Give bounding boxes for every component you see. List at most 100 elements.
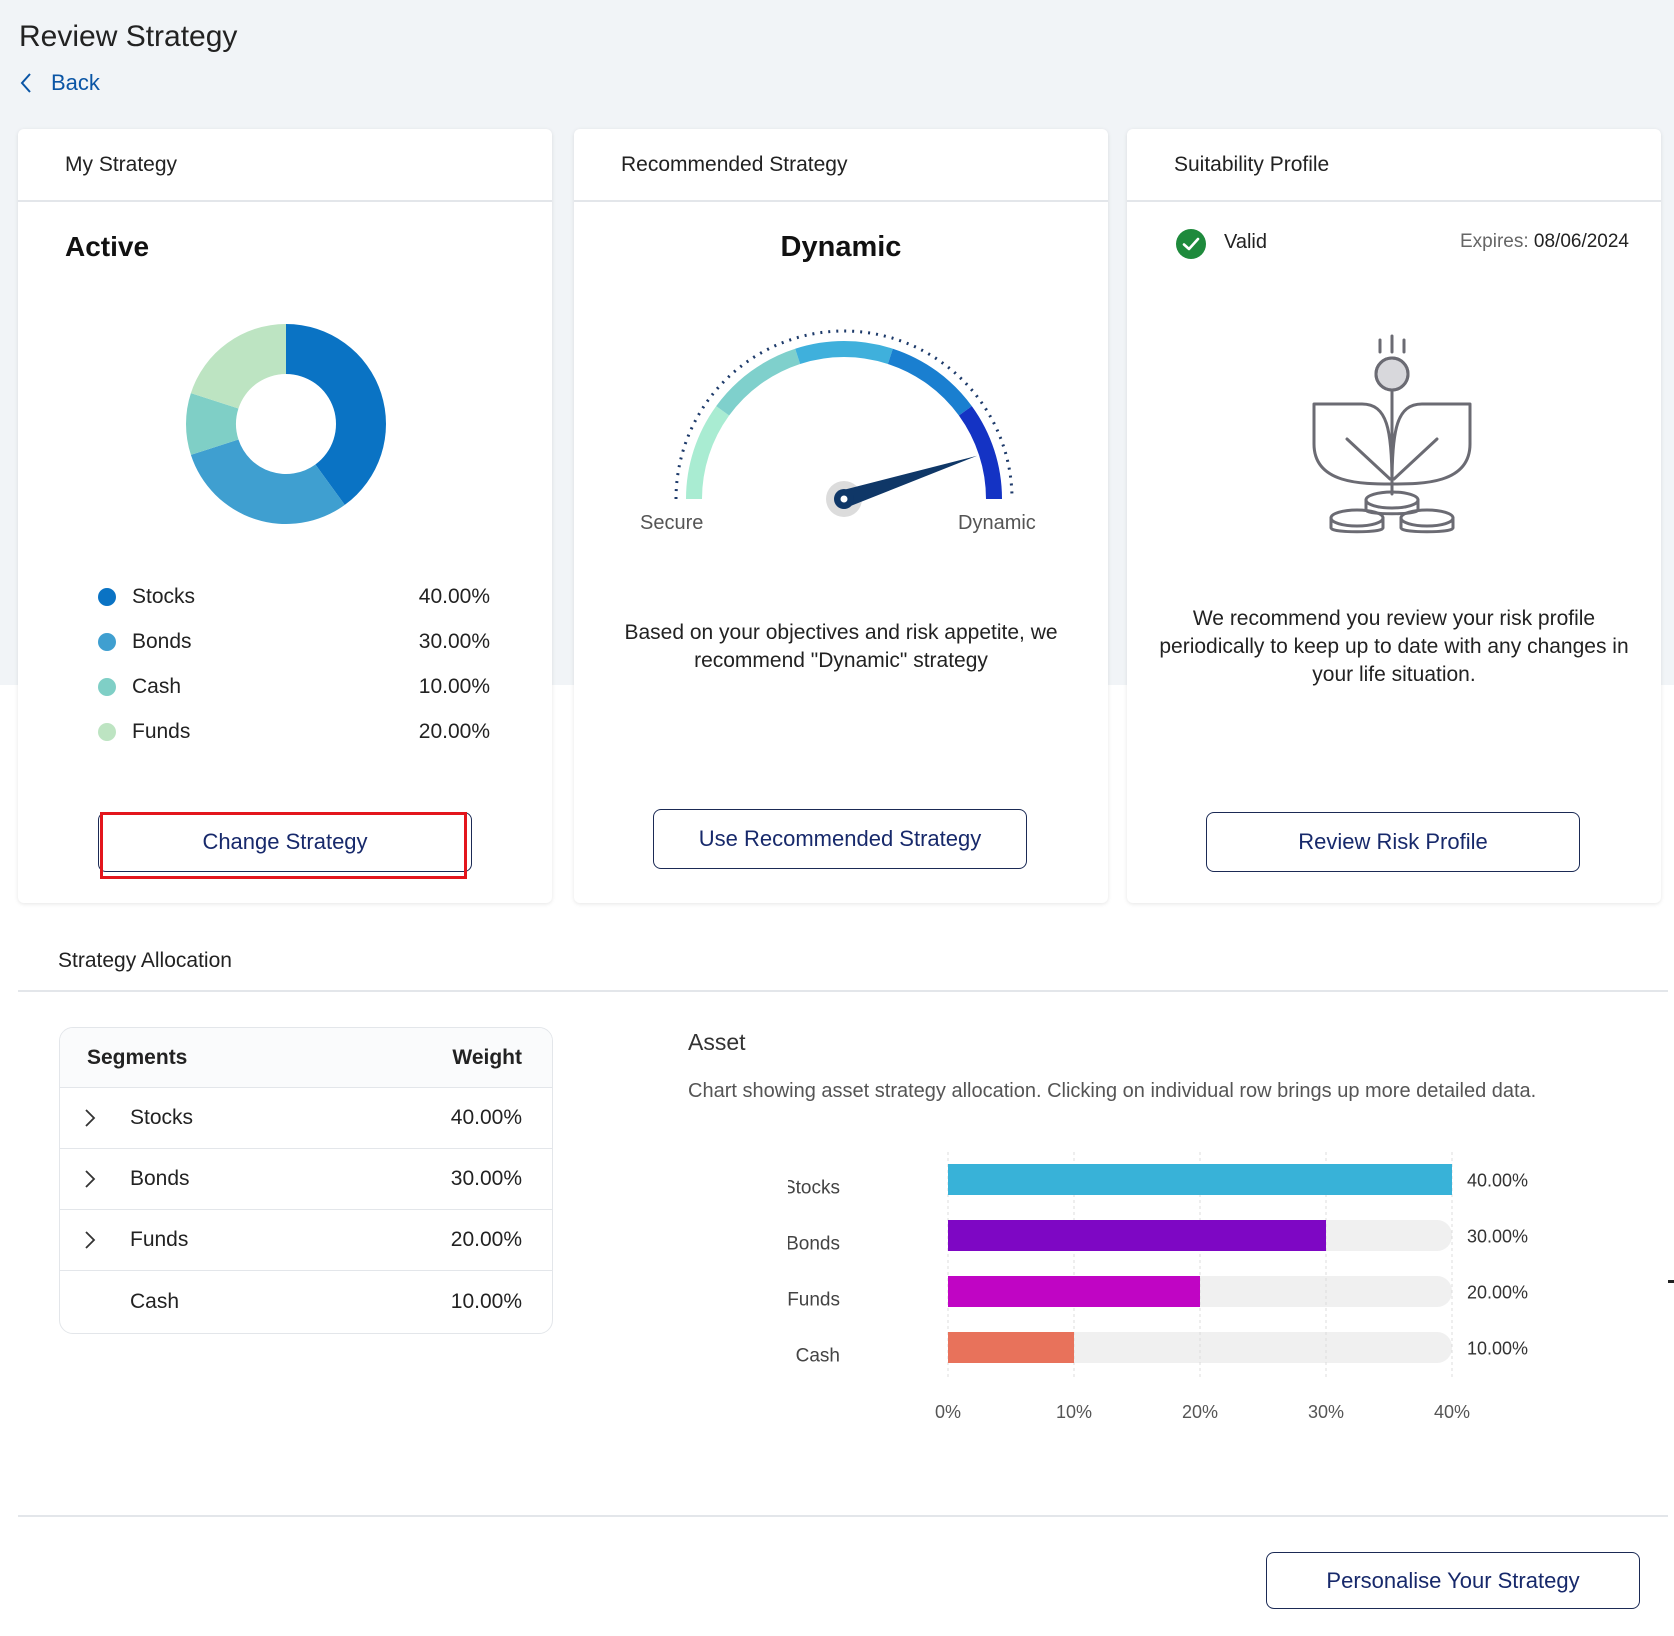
weight-column-header: Weight	[452, 1045, 522, 1069]
change-strategy-button[interactable]: Change Strategy	[98, 812, 472, 872]
segment-weight: 40.00%	[450, 1106, 522, 1129]
legend-dot	[98, 632, 116, 651]
personalise-strategy-button[interactable]: Personalise Your Strategy	[1266, 1552, 1640, 1609]
x-tick-label: 0%	[935, 1402, 961, 1422]
donut-slice-cash	[186, 393, 239, 455]
recommended-strategy-card: Recommended Strategy Dynamic Secure Dyna…	[574, 129, 1108, 903]
donut-slice-funds	[190, 324, 286, 409]
recommended-strategy-name: Dynamic	[780, 231, 902, 263]
segment-name: Stocks	[130, 1106, 194, 1129]
gauge-segment-2	[716, 348, 801, 416]
category-label: Cash	[796, 1346, 840, 1367]
segment-weight: 10.00%	[450, 1289, 522, 1313]
expiry-info: Expires: 08/06/2024	[1460, 231, 1629, 253]
x-tick-label: 20%	[1182, 1402, 1218, 1422]
bar-cash[interactable]	[948, 1332, 1074, 1363]
use-recommended-strategy-button[interactable]: Use Recommended Strategy	[653, 809, 1027, 869]
profile-status: Valid	[1224, 231, 1267, 253]
gauge-needle	[841, 455, 978, 508]
gauge-min-label: Secure	[640, 512, 704, 534]
legend-dot	[98, 677, 116, 696]
segments-table: Segments Weight Stocks 40.00% Bonds 30.0…	[59, 1027, 553, 1334]
legend-name: Funds	[132, 719, 191, 743]
table-header: Segments Weight	[60, 1028, 552, 1088]
my-strategy-header: My Strategy	[18, 129, 552, 202]
legend-value: 10.00%	[418, 674, 490, 698]
gauge-dotted-arc	[674, 329, 1014, 500]
legend-name: Bonds	[132, 629, 192, 653]
scroll-edge-mark	[1668, 1280, 1674, 1283]
strategy-status: Active	[65, 231, 150, 262]
legend-name: Stocks	[132, 584, 196, 608]
back-label: Back	[51, 70, 100, 95]
legend-dot	[98, 587, 116, 606]
table-row[interactable]: Funds 20.00%	[60, 1210, 552, 1271]
strategy-allocation-section: Strategy Allocation Segments Weight Stoc…	[18, 932, 1668, 1522]
chevron-right-icon[interactable]	[84, 1108, 110, 1128]
table-row: Cash 10.00%	[60, 1271, 552, 1332]
chevron-right-icon[interactable]	[84, 1230, 110, 1250]
value-label: 20.00%	[1467, 1283, 1528, 1303]
page-title: Review Strategy	[19, 20, 238, 53]
risk-gauge	[674, 329, 1014, 517]
gauge-needle-dot	[840, 495, 848, 503]
segments-column-header: Segments	[87, 1045, 188, 1069]
value-label: 10.00%	[1467, 1339, 1528, 1359]
gauge-segment-3	[795, 341, 893, 364]
suitability-text: We recommend you review your risk profil…	[1159, 607, 1629, 686]
bottom-divider	[18, 1515, 1668, 1517]
recommended-strategy-header: Recommended Strategy	[574, 129, 1108, 202]
donut-slice-bonds	[190, 439, 345, 524]
segment-weight: 20.00%	[450, 1228, 522, 1251]
my-strategy-card: My Strategy Active Stocks 40.00% Bonds 3…	[18, 129, 552, 903]
review-risk-profile-button[interactable]: Review Risk Profile	[1206, 812, 1580, 872]
value-label: 30.00%	[1467, 1227, 1528, 1247]
legend-value: 30.00%	[418, 629, 490, 653]
chevron-placeholder	[84, 1292, 110, 1312]
value-label: 40.00%	[1467, 1171, 1528, 1191]
bar-bonds[interactable]	[948, 1220, 1326, 1251]
gauge-segment-1	[686, 406, 730, 500]
table-row[interactable]: Stocks 40.00%	[60, 1088, 552, 1149]
bar-stocks[interactable]	[948, 1164, 1452, 1195]
legend-item: Bonds 30.00%	[98, 619, 490, 664]
table-row[interactable]: Bonds 30.00%	[60, 1149, 552, 1210]
asset-chart-title: Asset	[688, 1029, 746, 1055]
segment-weight: 30.00%	[450, 1167, 522, 1190]
segment-name: Bonds	[130, 1167, 190, 1190]
segment-name: Cash	[130, 1289, 180, 1313]
suitability-profile-card: Suitability Profile Valid Expires: 08/06…	[1127, 129, 1661, 903]
expires-date: 08/06/2024	[1533, 231, 1629, 252]
legend-item: Funds 20.00%	[98, 709, 490, 754]
back-link[interactable]: Back	[17, 70, 100, 96]
category-label: Stocks	[788, 1178, 840, 1199]
gauge-segment-5	[958, 406, 1002, 500]
expires-label: Expires:	[1459, 231, 1529, 252]
category-label: Bonds	[788, 1234, 840, 1255]
strategy-allocation-header: Strategy Allocation	[18, 932, 1668, 992]
legend-name: Cash	[132, 674, 182, 698]
gauge-segment-4	[887, 348, 972, 416]
donut-slice-stocks	[286, 324, 386, 505]
suitability-profile-header: Suitability Profile	[1127, 129, 1661, 202]
x-tick-label: 30%	[1308, 1402, 1344, 1422]
asset-chart-description: Chart showing asset strategy allocation.…	[688, 1080, 1537, 1102]
segment-name: Funds	[130, 1228, 189, 1251]
legend-item: Stocks 40.00%	[98, 574, 490, 619]
donut-legend: Stocks 40.00% Bonds 30.00% Cash 10.00% F…	[98, 574, 490, 754]
x-tick-label: 10%	[1056, 1402, 1092, 1422]
allocation-donut-chart	[186, 324, 386, 524]
chevron-right-icon[interactable]	[84, 1169, 110, 1189]
category-label: Funds	[788, 1290, 840, 1311]
gauge-max-label: Dynamic	[958, 512, 1036, 534]
asset-bar-chart[interactable]: 0% 10% 20% 30% 40% Stocks 40.00% Bonds 30.00% Fun…	[788, 1152, 1608, 1452]
recommendation-text: Based on your objectives and risk appeti…	[624, 621, 1058, 672]
legend-dot	[98, 722, 116, 741]
plant-growth-icon	[1312, 334, 1472, 534]
legend-value: 20.00%	[418, 719, 490, 743]
x-tick-label: 40%	[1434, 1402, 1470, 1422]
chevron-left-icon	[20, 73, 31, 93]
check-circle-icon	[1176, 229, 1206, 259]
bar-funds[interactable]	[948, 1276, 1200, 1307]
legend-value: 40.00%	[418, 584, 490, 608]
